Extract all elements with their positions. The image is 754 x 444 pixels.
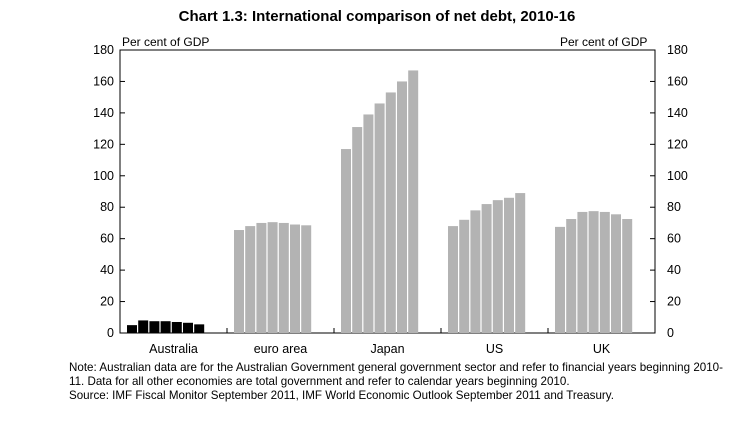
right-tick-label: 180 <box>667 43 688 57</box>
bar <box>385 92 396 333</box>
source-text: Source: IMF Fiscal Monitor September 201… <box>69 389 614 402</box>
left-tick-label: 80 <box>100 200 114 214</box>
bar <box>448 226 458 333</box>
bar <box>515 193 526 333</box>
note-text: Note: Australian data are for the Austra… <box>69 361 723 388</box>
bar <box>566 219 577 333</box>
left-tick-label: 40 <box>100 263 114 277</box>
bar <box>160 321 171 333</box>
bar <box>504 197 514 333</box>
bar <box>171 321 182 333</box>
category-label: US <box>486 342 503 356</box>
category-label: Australia <box>149 342 198 356</box>
bar <box>245 226 256 333</box>
bar <box>611 214 621 333</box>
right-tick-label: 100 <box>667 169 688 183</box>
bar <box>278 222 289 333</box>
bar-chart: 0 0 20 20 40 40 60 60 80 80 100 100 120 120 140 140 160 1… <box>93 43 688 356</box>
right-tick-label: 140 <box>667 106 688 120</box>
bar <box>267 222 278 333</box>
right-tick-label: 40 <box>667 263 681 277</box>
bar <box>234 230 244 333</box>
bar <box>622 219 633 333</box>
left-tick-label: 0 <box>107 326 114 340</box>
right-tick-label: 160 <box>667 74 688 88</box>
left-tick-label: 20 <box>100 295 114 309</box>
left-axis-unit-label: Per cent of GDP <box>122 35 210 49</box>
category-label: euro area <box>254 342 308 356</box>
category-label: UK <box>593 342 611 356</box>
left-tick-label: 100 <box>93 169 114 183</box>
bar <box>183 322 193 333</box>
chart-title: Chart 1.3: International comparison of n… <box>178 8 576 25</box>
bar <box>577 211 588 333</box>
right-tick-label: 80 <box>667 200 681 214</box>
right-tick-label: 120 <box>667 137 688 151</box>
bar <box>341 149 351 333</box>
category-label: Japan <box>370 342 404 356</box>
bar <box>588 211 599 333</box>
left-tick-label: 60 <box>100 232 114 246</box>
bar <box>481 204 492 333</box>
bar <box>599 211 610 333</box>
bar <box>555 226 565 333</box>
bar <box>374 103 385 333</box>
bar <box>408 70 419 333</box>
bar <box>363 114 374 333</box>
bar <box>492 200 503 333</box>
bar <box>290 224 300 333</box>
left-tick-label: 140 <box>93 106 114 120</box>
bar <box>256 222 267 333</box>
right-tick-label: 0 <box>667 326 674 340</box>
bar <box>127 325 137 333</box>
bar <box>194 324 205 333</box>
left-tick-label: 120 <box>93 137 114 151</box>
bar <box>397 81 407 333</box>
right-axis-unit-label: Per cent of GDP <box>560 35 648 49</box>
bar <box>138 320 149 333</box>
bar <box>352 127 363 334</box>
right-tick-label: 60 <box>667 232 681 246</box>
bar <box>470 210 481 333</box>
bar <box>149 321 160 333</box>
bar <box>459 219 470 333</box>
chart-notes: Note: Australian data are for the Austra… <box>69 361 723 403</box>
left-tick-label: 180 <box>93 43 114 57</box>
left-tick-label: 160 <box>93 74 114 88</box>
bar <box>301 225 312 333</box>
right-tick-label: 20 <box>667 295 681 309</box>
